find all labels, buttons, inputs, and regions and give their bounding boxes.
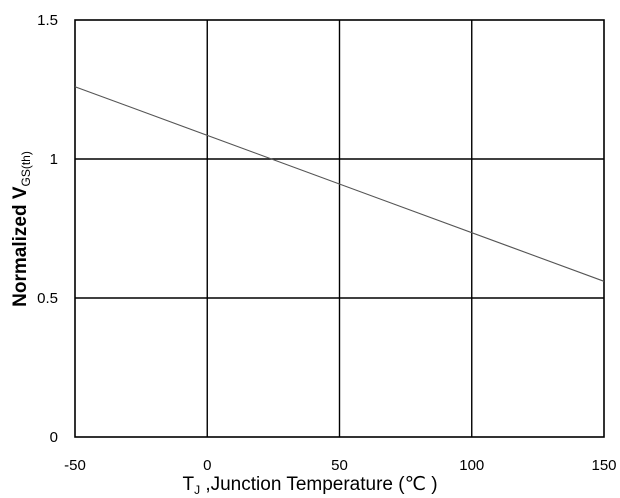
- x-tick-labels: -50 0 50 100 150: [64, 457, 616, 474]
- x-axis-title-close: ): [426, 474, 438, 495]
- y-tick-labels: 0 0.5 1 1.5: [37, 12, 58, 446]
- x-axis-title-subscript: J: [194, 483, 200, 497]
- x-axis-title-text: ,Junction Temperature (: [200, 474, 405, 495]
- x-axis-title: TJ ,Junction Temperature (℃ ): [182, 474, 437, 497]
- y-axis-title-subscript: GS(th): [19, 151, 33, 186]
- y-tick-label: 1.5: [37, 12, 58, 29]
- y-tick-label: 0.5: [37, 290, 58, 307]
- x-axis-title-unit: ℃: [405, 474, 426, 495]
- x-tick-label: 100: [459, 457, 484, 474]
- x-axis-title-symbol: T: [182, 474, 194, 495]
- y-tick-label: 1: [50, 151, 58, 168]
- y-axis-title-prefix: Normalized V: [10, 186, 31, 307]
- x-tick-label: 0: [203, 457, 211, 474]
- y-tick-label: 0: [50, 429, 58, 446]
- x-tick-label: 50: [331, 457, 348, 474]
- y-axis-title: Normalized VGS(th): [10, 151, 33, 307]
- x-tick-label: -50: [64, 457, 86, 474]
- x-tick-label: 150: [591, 457, 616, 474]
- grid-lines: [75, 20, 604, 437]
- plot-frame: [74, 19, 605, 438]
- series-layer: [74, 86, 605, 282]
- series-line: [74, 86, 605, 282]
